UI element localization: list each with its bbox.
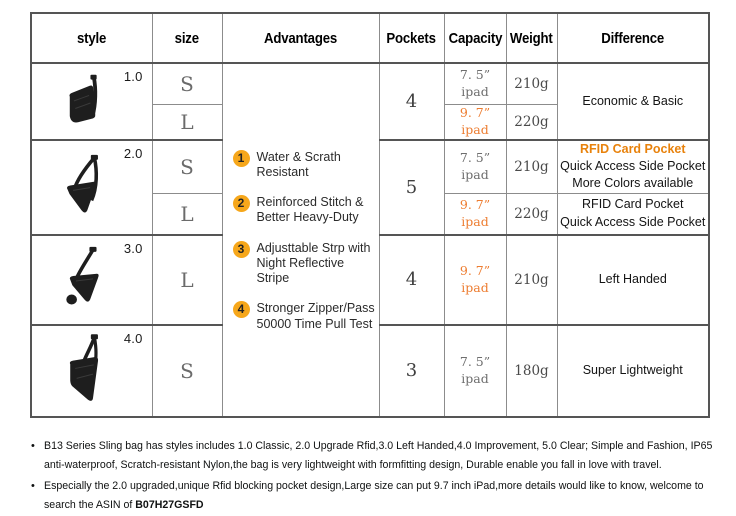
sling-bag-3-0-image [66, 246, 99, 305]
version-label: 1.0 [123, 69, 143, 84]
size-cell: L [151, 233, 223, 325]
header-row: style size Advantages Pockets Capacity W… [30, 12, 710, 64]
difference-cell-1-0: Economic & Basic [556, 62, 710, 141]
row-2-0-s: 2.0 S 5 7. 5” ipad 210g [30, 138, 710, 235]
row-2-0-l: L 9. 7” ipad 220g RFID Card Pocket Quick… [31, 192, 710, 235]
column-header-style: style [30, 12, 153, 64]
size-cell: S [151, 62, 223, 105]
row-3-0: 3.0 L 4 9. 7” ipad 210g [30, 233, 710, 325]
advantage-text: Stronger Zipper/Pass 50000 Time Pull Tes… [256, 301, 375, 331]
column-header-difference: Difference [556, 12, 710, 64]
weight-cell: 220g [505, 103, 558, 141]
advantage-text: Adjusttable Strp with Night Reflective S… [256, 240, 371, 286]
row-1-0-s: 1.0 S 1 Water & Scrath Resistant [30, 62, 710, 417]
difference-cell-4-0: Super Lightweight [556, 323, 710, 417]
style-cell-1-0: 1.0 [30, 62, 153, 141]
product-comparison-sheet: style size Advantages Pockets Capacity W… [0, 0, 736, 503]
style-cell-3-0: 3.0 [30, 233, 153, 325]
number-badge-3: 3 [232, 240, 250, 258]
footnote-asin: Especially the 2.0 upgraded,unique Rfid … [30, 477, 722, 515]
advantage-text: Reinforced Stitch & Better Heavy-Duty [256, 195, 364, 225]
style-cell-4-0: 4.0 [30, 323, 153, 417]
sling-bag-1-0-image [69, 74, 98, 123]
capacity-cell: 7. 5” ipad [443, 62, 507, 105]
sling-bag-4-0-image [69, 334, 99, 401]
style-cell-2-0: 2.0 [30, 138, 153, 235]
pockets-cell-1-0: 4 [378, 62, 445, 141]
capacity-cell: 7. 5” ipad [443, 138, 507, 194]
footnote-series-description: B13 Series Sling bag has styles includes… [30, 437, 722, 475]
advantages-list: 1 Water & Scrath Resistant 2 Reinforced … [223, 148, 379, 332]
weight-cell: 180g [505, 323, 558, 417]
capacity-cell: 7. 5” ipad [443, 323, 507, 417]
size-cell: S [151, 323, 223, 417]
column-header-advantages: Advantages [221, 12, 380, 64]
column-header-weight: Weight [505, 12, 558, 64]
row-1-0-l: L 9. 7” ipad 220g [31, 103, 709, 141]
capacity-cell: 9. 7” ipad [443, 192, 507, 235]
number-badge-2: 2 [232, 195, 250, 213]
weight-cell: 210g [505, 62, 558, 105]
column-header-pockets: Pockets [378, 12, 445, 64]
asin-code: B07H27GSFD [135, 498, 204, 511]
weight-cell: 210g [505, 138, 558, 194]
size-cell: L [151, 192, 223, 235]
weight-cell: 220g [505, 192, 558, 235]
column-header-capacity: Capacity [443, 12, 507, 64]
number-badge-1: 1 [232, 149, 250, 167]
comparison-table: style size Advantages Pockets Capacity W… [30, 12, 710, 418]
pockets-cell-2-0: 5 [378, 138, 445, 235]
difference-cell-2-0-s: RFID Card Pocket Quick Access Side Pocke… [556, 138, 710, 194]
advantage-item-2: 2 Reinforced Stitch & Better Heavy-Duty [232, 195, 379, 226]
capacity-cell: 9. 7” ipad [443, 233, 507, 325]
pockets-cell-4-0: 3 [378, 323, 445, 417]
difference-cell-2-0-l: RFID Card Pocket Quick Access Side Pocke… [556, 192, 710, 235]
advantages-cell: 1 Water & Scrath Resistant 2 Reinforced … [221, 62, 380, 417]
pockets-cell-3-0: 4 [378, 233, 445, 325]
size-cell: L [151, 103, 223, 141]
advantage-item-3: 3 Adjusttable Strp with Night Reflective… [232, 240, 379, 287]
advantage-text: Water & Scrath Resistant [256, 149, 341, 179]
version-label: 3.0 [123, 240, 143, 256]
sling-bag-2-0-image [67, 154, 99, 213]
number-badge-4: 4 [232, 301, 250, 319]
advantage-item-4: 4 Stronger Zipper/Pass 50000 Time Pull T… [232, 301, 379, 332]
weight-cell: 210g [505, 233, 558, 325]
footnotes-section: B13 Series Sling bag has styles includes… [30, 437, 722, 516]
capacity-cell: 9. 7” ipad [443, 103, 507, 141]
difference-cell-3-0: Left Handed [556, 233, 710, 325]
row-4-0: 4.0 S 3 7. 5” ipad 180g [30, 323, 710, 417]
column-header-size: size [151, 12, 223, 64]
version-label: 2.0 [123, 145, 143, 161]
advantage-item-1: 1 Water & Scrath Resistant [232, 149, 379, 181]
size-cell: S [151, 138, 223, 194]
version-label: 4.0 [123, 330, 143, 346]
